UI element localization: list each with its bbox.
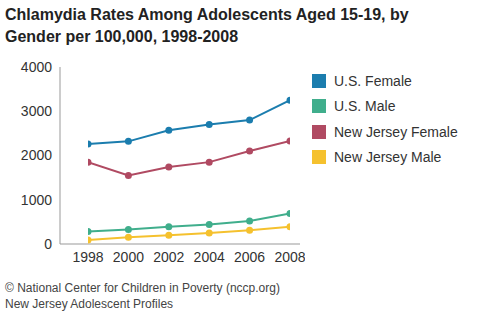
- svg-text:2002: 2002: [153, 249, 184, 265]
- svg-text:3000: 3000: [21, 103, 52, 119]
- html-text:Chlamydia Rates Among Adolesce: Chlamydia Rates Among Adolescents Aged 1…: [5, 6, 409, 45]
- svg-text:4000: 4000: [21, 59, 52, 75]
- svg-text:0: 0: [44, 236, 52, 252]
- svg-text:2006: 2006: [234, 249, 265, 265]
- svg-text:2000: 2000: [21, 147, 52, 163]
- html-text:New Jersey Female: New Jersey Female: [334, 123, 458, 140]
- html-text:U.S. Male: U.S. Male: [334, 98, 396, 115]
- html-text:U.S. Female: U.S. Female: [334, 72, 412, 89]
- html-text:New Jersey Male: New Jersey Male: [334, 149, 442, 166]
- svg-text:2000: 2000: [113, 249, 144, 265]
- svg-text:1000: 1000: [21, 192, 52, 208]
- svg-text:2008: 2008: [274, 249, 305, 265]
- html-text:New Jersey Adolescent Profiles: New Jersey Adolescent Profiles: [5, 297, 174, 311]
- html-text:© National Center for Children: © National Center for Children in Povert…: [5, 281, 280, 295]
- svg-text:2004: 2004: [194, 249, 225, 265]
- svg-text:1998: 1998: [72, 249, 103, 265]
